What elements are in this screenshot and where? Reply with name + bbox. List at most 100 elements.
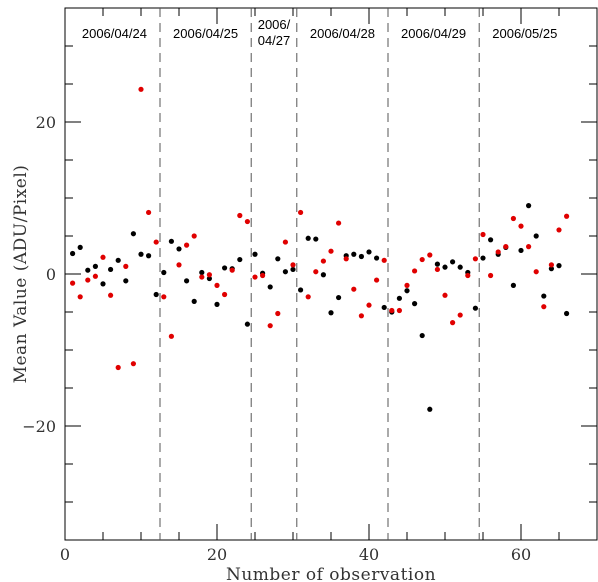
data-point-series-1	[260, 272, 266, 279]
data-point-series-1	[450, 320, 456, 326]
data-point-series-1	[275, 310, 281, 317]
data-point-series-0	[138, 251, 144, 257]
data-point-series-0	[358, 253, 364, 260]
data-point-series-1	[282, 239, 288, 245]
data-point-series-1	[320, 258, 326, 264]
data-point-series-1	[123, 263, 129, 269]
x-tick-label: 0	[60, 545, 70, 564]
data-point-series-1	[70, 280, 76, 286]
data-point-series-0	[533, 233, 539, 239]
data-point-series-0	[244, 321, 250, 327]
data-point-series-1	[358, 313, 364, 319]
data-point-series-0	[412, 301, 418, 307]
data-point-series-0	[564, 310, 570, 317]
data-point-series-1	[222, 291, 228, 298]
data-point-series-1	[427, 252, 433, 258]
data-point-series-1	[412, 268, 418, 274]
data-point-series-0	[168, 238, 174, 244]
data-point-series-1	[351, 286, 357, 292]
y-tick-label: 0	[46, 265, 56, 284]
data-point-series-0	[480, 255, 486, 261]
data-point-series-0	[320, 272, 326, 278]
data-point-series-0	[85, 267, 91, 273]
data-point-series-1	[510, 215, 516, 222]
data-point-series-0	[214, 301, 220, 307]
x-tick-label: 20	[207, 545, 227, 564]
plot-border	[64, 7, 598, 541]
date-group-label: 2006/04/24	[82, 26, 147, 41]
data-point-series-1	[457, 312, 463, 318]
data-point-series-0	[115, 257, 121, 263]
data-point-series-1	[168, 333, 174, 339]
data-point-series-0	[92, 263, 98, 269]
data-point-series-1	[130, 361, 136, 367]
data-point-series-1	[533, 269, 539, 275]
data-point-series-1	[176, 262, 182, 268]
data-point-series-1	[396, 307, 402, 314]
x-axis-label: Number of observation	[226, 565, 436, 582]
data-point-series-1	[252, 274, 258, 280]
data-point-series-0	[199, 269, 205, 276]
data-point-series-1	[161, 294, 167, 300]
data-point-series-0	[450, 259, 456, 265]
date-group-label: 2006/04/27	[258, 17, 291, 48]
data-points	[70, 86, 570, 412]
data-point-series-0	[518, 247, 524, 254]
data-point-series-1	[92, 273, 98, 279]
data-point-series-1	[115, 364, 121, 371]
data-point-series-0	[222, 265, 228, 271]
data-point-series-1	[374, 277, 380, 283]
data-point-series-0	[70, 250, 76, 257]
y-tick-label: 20	[36, 113, 56, 132]
data-point-series-0	[472, 305, 478, 311]
date-dividers	[159, 8, 480, 540]
data-point-series-0	[184, 278, 190, 284]
data-point-series-1	[237, 212, 243, 219]
data-point-series-0	[191, 298, 197, 304]
x-tick-label: 40	[359, 545, 379, 564]
data-point-series-0	[374, 255, 380, 261]
data-point-series-0	[130, 231, 136, 237]
data-point-series-1	[343, 256, 349, 262]
data-point-series-0	[153, 291, 159, 298]
x-axis: 0 20 40 60	[60, 8, 598, 564]
data-point-series-1	[541, 304, 547, 310]
data-point-series-0	[457, 264, 463, 270]
data-point-series-0	[123, 278, 129, 284]
data-point-series-1	[108, 292, 114, 298]
data-point-series-1	[389, 307, 395, 314]
data-point-series-1	[556, 227, 562, 233]
plot-frame	[64, 7, 598, 541]
y-tick-label: −20	[22, 417, 56, 436]
data-point-series-0	[442, 264, 448, 270]
data-point-series-0	[351, 251, 357, 257]
data-point-series-0	[108, 266, 114, 273]
data-point-series-0	[305, 235, 311, 241]
data-point-series-1	[85, 277, 91, 283]
data-point-series-0	[366, 249, 372, 255]
y-axis-label: Mean Value (ADU/Pixel)	[11, 165, 31, 384]
data-point-series-1	[381, 257, 387, 263]
data-point-series-1	[472, 256, 478, 262]
data-point-series-1	[290, 262, 296, 268]
data-point-series-1	[336, 220, 342, 226]
data-point-series-0	[434, 261, 440, 267]
data-point-series-1	[434, 266, 440, 273]
data-point-series-0	[556, 263, 562, 269]
data-point-series-0	[427, 406, 433, 412]
data-point-series-1	[244, 218, 250, 225]
data-point-series-0	[206, 275, 212, 282]
data-point-series-0	[526, 203, 532, 209]
data-point-series-1	[313, 269, 319, 275]
data-point-series-1	[442, 292, 448, 298]
data-point-series-0	[282, 269, 288, 275]
data-point-series-0	[510, 282, 516, 288]
date-group-label: 2006/04/25	[173, 26, 238, 41]
data-point-series-1	[366, 302, 372, 308]
data-point-series-0	[548, 266, 555, 272]
data-point-series-1	[267, 323, 273, 329]
data-point-series-0	[381, 304, 387, 311]
data-point-series-1	[214, 282, 220, 288]
data-point-series-0	[298, 287, 304, 293]
data-point-series-1	[518, 223, 524, 229]
